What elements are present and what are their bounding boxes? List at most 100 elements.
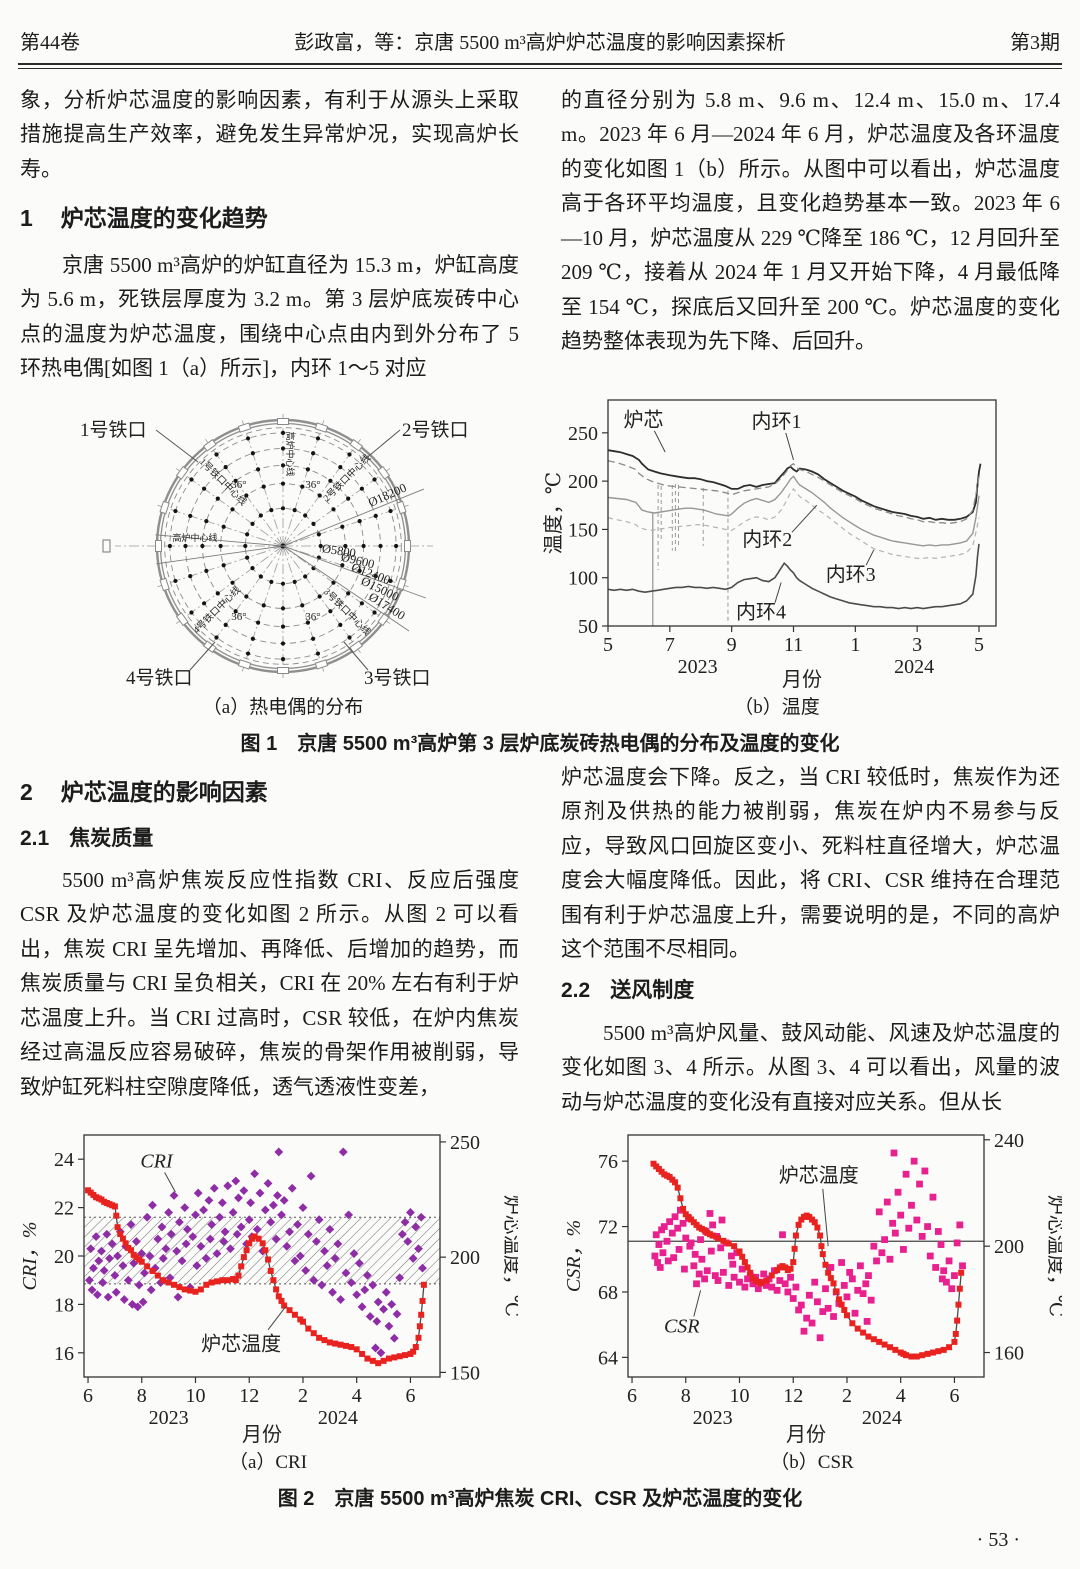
running-title: 彭政富，等：京唐 5500 m³高炉炉芯温度的影响因素探析 <box>294 32 786 54</box>
svg-text:9: 9 <box>727 634 737 656</box>
figure-2-row: 6 8 10 12 2 4 6 16 18 20 22 24 150 200 250 2023 2024 月份 CR… <box>16 1125 1064 1474</box>
svg-text:50: 50 <box>578 616 598 638</box>
svg-text:12: 12 <box>783 1385 803 1407</box>
svg-text:20: 20 <box>54 1246 74 1268</box>
svg-text:16: 16 <box>54 1343 74 1365</box>
section-1-paragraph-right: 的直径分别为 5.8 m、9.6 m、12.4 m、15.0 m、17.4 m。… <box>561 88 1060 354</box>
section-1-number: 1 <box>20 205 33 232</box>
section-2-title: 炉芯温度的影响因素 <box>60 778 268 805</box>
svg-text:炉芯温度，℃: 炉芯温度，℃ <box>1045 1195 1062 1317</box>
svg-text:36°: 36° <box>305 611 320 623</box>
svg-text:2023: 2023 <box>678 656 718 678</box>
svg-text:11: 11 <box>784 634 803 656</box>
svg-text:炉芯温度: 炉芯温度 <box>201 1332 281 1355</box>
svg-text:高炉中心线: 高炉中心线 <box>172 532 217 543</box>
svg-text:250: 250 <box>450 1132 480 1154</box>
svg-text:温度，℃: 温度，℃ <box>542 472 565 554</box>
svg-text:6: 6 <box>405 1385 415 1407</box>
svg-text:160: 160 <box>994 1343 1024 1365</box>
svg-text:6: 6 <box>83 1385 93 1407</box>
svg-text:36°: 36° <box>231 611 246 623</box>
section-2-2-heading: 2.2 送风制度 <box>561 974 1060 1008</box>
svg-text:24: 24 <box>54 1149 74 1171</box>
svg-text:2024: 2024 <box>862 1407 902 1429</box>
svg-text:36°: 36° <box>305 479 320 491</box>
svg-text:2号铁口: 2号铁口 <box>402 419 469 441</box>
svg-text:4: 4 <box>896 1385 906 1407</box>
left-column-1: 象，分析炉芯温度的影响因素，有利于从源头上采取措施提高生产效率，避免发生异常炉况… <box>20 83 519 386</box>
svg-text:内环3: 内环3 <box>826 563 876 586</box>
svg-text:内环4: 内环4 <box>736 600 786 623</box>
svg-text:4号铁口: 4号铁口 <box>126 667 193 689</box>
figure-2-caption: 图 2 京唐 5500 m³高炉焦炭 CRI、CSR 及炉芯温度的变化 <box>277 1488 803 1511</box>
right-column-2: 炉芯温度会下降。反之，当 CRI 较低时，焦炭作为还原剂及供热的能力被削弱，焦炭… <box>561 760 1060 1119</box>
figure-1-caption: 图 1 京唐 5500 m³高炉第 3 层炉底炭砖热电偶的分布及温度的变化 <box>240 732 840 755</box>
svg-text:12: 12 <box>239 1385 259 1407</box>
svg-text:CRI: CRI <box>140 1151 174 1173</box>
intro-continuation-paragraph: 象，分析炉芯温度的影响因素，有利于从源头上采取措施提高生产效率，避免发生异常炉况… <box>20 88 519 181</box>
page-footer: · 53 · <box>16 1515 1064 1552</box>
section-2-1-heading: 2.1 焦炭质量 <box>20 822 519 856</box>
svg-text:64: 64 <box>598 1348 618 1370</box>
figure-2: 6 8 10 12 2 4 6 16 18 20 22 24 150 200 250 2023 2024 月份 CR… <box>16 1125 1064 1511</box>
svg-text:10: 10 <box>186 1385 206 1407</box>
figure-1b-caption: （b）温度 <box>734 696 820 718</box>
section-1-heading: 1 炉芯温度的变化趋势 <box>20 200 519 238</box>
svg-text:2: 2 <box>298 1385 308 1407</box>
svg-text:CSR，%: CSR，% <box>563 1220 585 1292</box>
svg-text:18: 18 <box>54 1295 74 1317</box>
section-2-1-paragraph: 5500 m³高炉焦炭反应性指数 CRI、反应后强度 CSR 及炉芯温度的变化如… <box>20 867 519 1099</box>
text-row-1: 象，分析炉芯温度的影响因素，有利于从源头上采取措施提高生产效率，避免发生异常炉况… <box>16 83 1064 386</box>
svg-text:36°: 36° <box>231 479 246 491</box>
svg-text:内环2: 内环2 <box>742 528 792 551</box>
text-row-2: 2 炉芯温度的影响因素 2.1 焦炭质量 5500 m³高炉焦炭反应性指数 CR… <box>16 760 1064 1119</box>
figure-2a: 6 8 10 12 2 4 6 16 18 20 22 24 150 200 250 2023 2024 月份 CR… <box>18 1125 518 1474</box>
svg-text:3: 3 <box>912 634 922 656</box>
svg-text:Ø5800: Ø5800 <box>321 541 357 560</box>
svg-text:4: 4 <box>352 1385 362 1407</box>
page-number: · 53 · <box>976 1529 1020 1552</box>
section-2-1-continuation: 炉芯温度会下降。反之，当 CRI 较低时，焦炭作为还原剂及供热的能力被削弱，焦炭… <box>561 764 1060 961</box>
left-column-2: 2 炉芯温度的影响因素 2.1 焦炭质量 5500 m³高炉焦炭反应性指数 CR… <box>20 760 519 1119</box>
svg-text:1号铁口: 1号铁口 <box>80 419 147 441</box>
svg-text:1: 1 <box>850 634 860 656</box>
svg-text:2024: 2024 <box>894 656 934 678</box>
svg-text:3号铁口: 3号铁口 <box>364 667 431 689</box>
svg-text:5: 5 <box>603 634 613 656</box>
svg-text:炉芯: 炉芯 <box>624 408 664 431</box>
figure-2a-caption: （a）CRI <box>228 1452 308 1474</box>
svg-text:8: 8 <box>681 1385 691 1407</box>
svg-text:2023: 2023 <box>149 1407 189 1429</box>
figure-2b: 6 8 10 12 2 4 6 64 68 72 76 160 200 240 2023 2024 月份 CSR，… <box>562 1125 1062 1474</box>
figure-1-row: Ø5800 Ø9600 Ø12400 Ø15000 Ø17400 Ø18200 36° 36°… <box>16 392 1064 719</box>
svg-text:高炉中心线: 高炉中心线 <box>285 431 296 476</box>
svg-text:5: 5 <box>974 634 984 656</box>
svg-text:6: 6 <box>627 1385 637 1407</box>
svg-text:2: 2 <box>842 1385 852 1407</box>
section-2-number: 2 <box>20 778 33 805</box>
issue-label: 第3期 <box>1010 32 1060 54</box>
svg-text:200: 200 <box>568 471 598 493</box>
svg-text:8: 8 <box>137 1385 147 1407</box>
svg-text:炉芯温度，℃: 炉芯温度，℃ <box>501 1195 518 1317</box>
section-2-heading: 2 炉芯温度的影响因素 <box>20 774 519 812</box>
svg-text:150: 150 <box>450 1363 480 1385</box>
svg-text:月份: 月份 <box>242 1423 282 1446</box>
section-2-2-paragraph: 5500 m³高炉风量、鼓风动能、风速及炉芯温度的变化如图 3、4 所示。从图 … <box>561 1020 1060 1114</box>
figure-1: Ø5800 Ø9600 Ø12400 Ø15000 Ø17400 Ø18200 36° 36°… <box>16 392 1064 756</box>
svg-text:200: 200 <box>450 1247 480 1269</box>
volume-label: 第44卷 <box>20 32 80 54</box>
section-2-2-title: 送风制度 <box>610 979 695 1003</box>
svg-text:2023: 2023 <box>693 1407 733 1429</box>
section-1-title: 炉芯温度的变化趋势 <box>60 205 268 232</box>
svg-text:68: 68 <box>598 1282 618 1304</box>
right-column-1: 的直径分别为 5.8 m、9.6 m、12.4 m、15.0 m、17.4 m。… <box>561 83 1060 386</box>
svg-text:月份: 月份 <box>786 1423 826 1446</box>
svg-text:200: 200 <box>994 1236 1024 1258</box>
section-1-paragraph-left: 京唐 5500 m³高炉的炉缸直径为 15.3 m，炉缸高度为 5.6 m，死铁… <box>20 253 519 381</box>
svg-text:内环1: 内环1 <box>751 410 801 433</box>
section-2-1-number: 2.1 <box>20 826 50 850</box>
svg-text:240: 240 <box>994 1130 1024 1152</box>
svg-text:CSR: CSR <box>664 1315 700 1337</box>
